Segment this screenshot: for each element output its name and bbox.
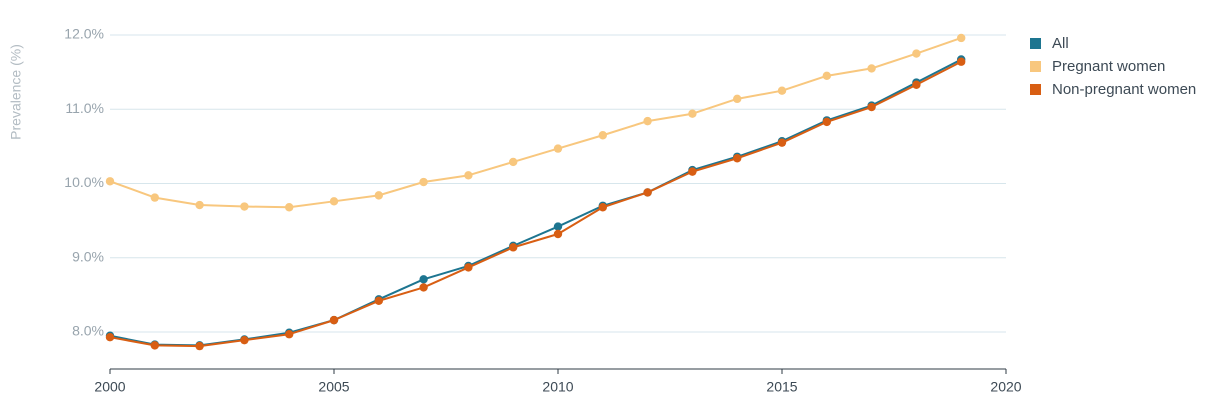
legend-item[interactable]: Non-pregnant women <box>1030 78 1196 101</box>
series-group <box>105 33 966 351</box>
y-tick-label: 12.0% <box>64 26 104 42</box>
series-line-pregnant-women <box>109 37 962 209</box>
data-point-pregnant-women[interactable] <box>867 64 876 73</box>
legend-item[interactable]: Pregnant women <box>1030 55 1196 78</box>
data-point-non-pregnant-women[interactable] <box>329 315 339 325</box>
data-point-non-pregnant-women[interactable] <box>912 80 921 89</box>
data-point-pregnant-women[interactable] <box>957 33 966 43</box>
data-point-non-pregnant-women[interactable] <box>553 229 563 239</box>
x-tick-label: 2020 <box>990 379 1021 395</box>
data-point-non-pregnant-women[interactable] <box>150 341 159 350</box>
data-point-non-pregnant-women[interactable] <box>643 188 652 197</box>
data-point-pregnant-women[interactable] <box>777 86 787 95</box>
data-point-non-pregnant-women[interactable] <box>822 117 831 127</box>
series-non-pregnant-women <box>105 57 966 351</box>
data-point-pregnant-women[interactable] <box>688 109 697 118</box>
x-tick-label: 2000 <box>94 379 125 395</box>
data-point-pregnant-women[interactable] <box>105 177 115 186</box>
data-point-pregnant-women[interactable] <box>285 203 294 212</box>
legend: All Pregnant women Non-pregnant women <box>1030 32 1196 101</box>
data-point-non-pregnant-women[interactable] <box>688 167 697 176</box>
y-tick-label: 8.0% <box>72 323 104 339</box>
y-tick-label: 9.0% <box>72 248 104 264</box>
legend-label: Pregnant women <box>1052 58 1166 75</box>
data-point-pregnant-women[interactable] <box>374 191 383 200</box>
data-point-pregnant-women[interactable] <box>329 197 339 206</box>
data-point-pregnant-women[interactable] <box>912 49 921 58</box>
data-point-pregnant-women[interactable] <box>822 71 831 81</box>
data-point-non-pregnant-women[interactable] <box>598 203 607 212</box>
series-pregnant-women <box>105 33 966 212</box>
legend-swatch <box>1030 61 1041 72</box>
data-point-non-pregnant-women[interactable] <box>509 243 518 252</box>
data-point-non-pregnant-women[interactable] <box>464 263 473 272</box>
series-line-all <box>109 58 962 347</box>
gridlines <box>110 34 1006 333</box>
y-axis-tick-labels: 8.0% 9.0% 10.0% 11.0% 12.0% <box>64 26 104 339</box>
y-tick-label: 11.0% <box>65 100 104 116</box>
data-point-pregnant-women[interactable] <box>150 193 159 202</box>
data-point-pregnant-women[interactable] <box>464 171 473 180</box>
data-point-all[interactable] <box>419 275 428 284</box>
x-tick-label: 2005 <box>318 379 349 395</box>
x-axis-tick-labels: 2000 2005 2010 2015 2020 <box>94 379 1021 395</box>
data-point-pregnant-women[interactable] <box>733 94 742 104</box>
data-point-non-pregnant-women[interactable] <box>374 296 383 306</box>
legend-swatch <box>1030 84 1041 95</box>
data-point-non-pregnant-women[interactable] <box>733 154 742 163</box>
data-point-pregnant-women[interactable] <box>598 131 607 140</box>
legend-label: All <box>1052 35 1069 52</box>
data-point-non-pregnant-women[interactable] <box>285 330 294 339</box>
data-point-non-pregnant-women[interactable] <box>240 335 249 345</box>
data-point-pregnant-women[interactable] <box>553 144 563 153</box>
data-point-non-pregnant-women[interactable] <box>777 138 787 147</box>
data-point-pregnant-women[interactable] <box>643 116 652 126</box>
y-tick-label: 10.0% <box>64 174 104 190</box>
data-point-non-pregnant-women[interactable] <box>867 102 876 112</box>
series-line-non-pregnant-women <box>109 60 962 348</box>
data-point-non-pregnant-women[interactable] <box>957 57 966 66</box>
y-axis-title: Prevalence (%) <box>8 44 24 140</box>
data-point-non-pregnant-women[interactable] <box>419 283 428 292</box>
data-point-non-pregnant-women[interactable] <box>195 341 204 351</box>
legend-item[interactable]: All <box>1030 32 1196 55</box>
x-tick-label: 2015 <box>766 379 797 395</box>
x-axis-ticks <box>109 369 1007 374</box>
data-point-pregnant-women[interactable] <box>240 202 249 211</box>
data-point-pregnant-women[interactable] <box>419 177 428 187</box>
data-point-non-pregnant-women[interactable] <box>105 332 115 342</box>
x-tick-label: 2010 <box>542 379 573 395</box>
data-point-all[interactable] <box>553 222 563 231</box>
legend-label: Non-pregnant women <box>1052 81 1197 98</box>
legend-swatch <box>1030 38 1041 49</box>
series-all <box>105 55 966 350</box>
data-point-pregnant-women[interactable] <box>195 200 204 210</box>
data-point-pregnant-women[interactable] <box>509 157 518 167</box>
